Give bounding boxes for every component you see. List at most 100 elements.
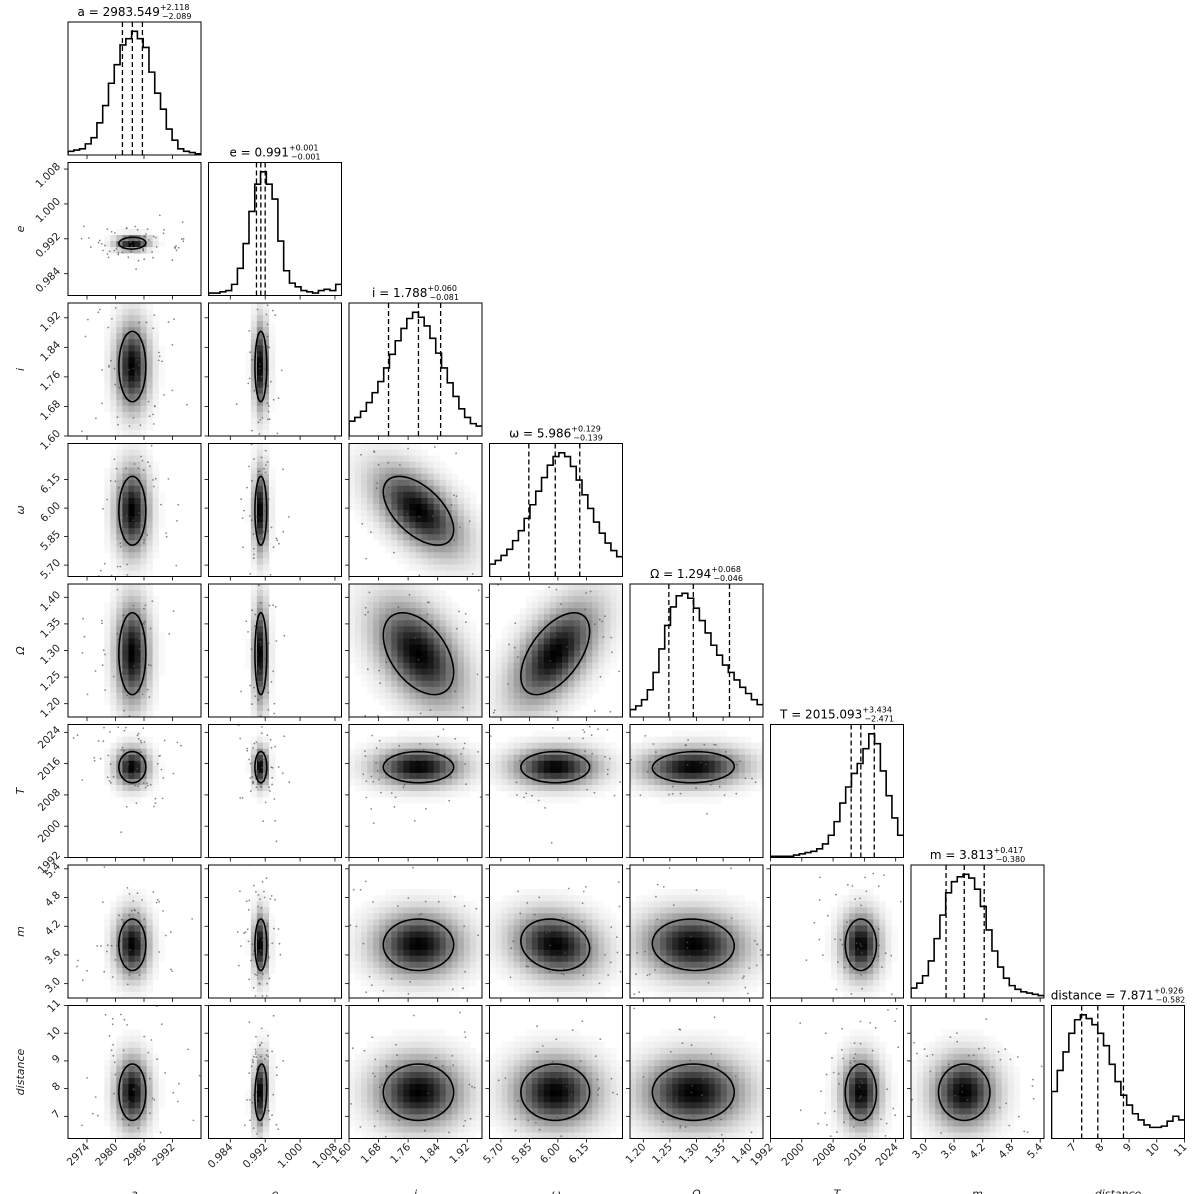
density-cell [451,558,459,565]
sample-point [277,766,280,768]
density-cell [128,590,135,597]
density-cell [495,748,502,756]
density-cell [415,919,422,926]
density-cell [361,516,368,523]
density-cell [457,710,465,717]
density-cell [519,692,527,700]
density-cell [604,778,611,786]
density-cell [397,674,404,682]
density-cell [642,772,649,780]
density-cell [475,510,482,517]
density-cell [415,497,422,505]
density-cell [562,742,569,750]
density-cell [708,791,716,798]
density-cell [122,662,129,670]
density-cell [152,339,160,346]
density-cell [391,662,398,670]
density-cell [738,766,746,774]
density-cell [361,901,368,908]
density-cell [427,973,435,981]
density-cell [152,680,160,688]
sample-point [267,773,269,776]
density-cell [152,473,160,481]
density-cell [379,528,386,535]
density-cell [355,907,362,914]
density-cell [556,797,563,804]
density-cell [256,357,264,364]
density-cell [262,614,270,621]
density-cell [134,303,141,310]
density-cell [439,668,447,676]
density-cell [549,614,557,621]
density-cell [672,736,679,744]
density-cell [519,608,527,615]
sample-point [120,918,123,921]
density-cell [349,913,356,920]
density-cell [397,913,404,920]
density-cell [367,668,374,676]
density-cell [116,895,123,902]
density-cell [110,534,117,541]
density-cell [415,443,422,450]
density-cell [580,656,587,663]
density-cell [391,479,398,487]
density-cell [373,973,380,981]
sample-point [129,773,132,776]
density-cell [451,766,459,774]
density-cell [128,668,135,676]
density-cell [244,656,252,663]
density-cell [421,760,428,768]
sample-point [104,244,106,247]
density-cell [598,760,605,768]
density-cell [556,620,563,627]
density-cell [391,590,398,597]
sample-point [519,732,521,734]
density-cell [152,772,160,780]
density-cell [134,748,141,756]
sample-point [606,773,609,776]
density-cell [409,473,416,481]
density-cell [397,742,404,750]
density-cell [128,333,135,340]
density-cell [385,650,392,657]
title-err-plus: +2.118 [160,3,190,12]
density-cell [250,345,258,352]
density-cell [562,620,569,627]
density-cell [110,241,117,248]
sample-point [513,646,516,649]
density-cell [349,754,356,762]
density-cell [525,704,533,712]
sample-point [141,693,144,696]
sample-point [248,291,250,293]
title-err-plus: +0.060 [427,284,457,293]
sample-point [406,512,409,515]
density-cell [604,596,611,603]
density-cell [415,552,422,559]
density-cell [250,443,258,450]
density-cell [457,907,465,914]
density-cell [367,528,374,535]
panel-frame [208,443,342,577]
density-cell [373,626,380,633]
density-cell [451,985,459,993]
density-cell [349,949,356,957]
density-cell [433,485,441,493]
density-cell [355,485,362,493]
density-cell [104,656,111,663]
density-cell [616,620,623,627]
density-cell [445,955,453,963]
sample-point [101,622,103,625]
density-cell [391,784,398,792]
density-cell [385,528,392,535]
density-cell [128,491,135,499]
density-cell [469,754,477,762]
density-cell [140,229,147,236]
density-cell [146,736,154,744]
density-cell [397,467,404,475]
density-cell [756,784,763,792]
density-cell [439,552,447,559]
density-cell [250,309,258,316]
sample-point [140,1016,142,1018]
density-cell [379,608,386,615]
density-cell [495,772,502,780]
